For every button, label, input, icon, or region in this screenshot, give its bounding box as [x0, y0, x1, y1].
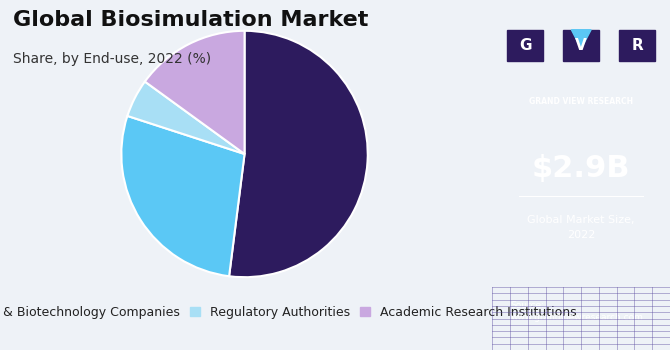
Legend: Pharmaceutical & Biotechnology Companies, CROs, Regulatory Authorities, Academic: Pharmaceutical & Biotechnology Companies… [0, 302, 580, 342]
Wedge shape [127, 82, 245, 154]
Bar [563, 30, 599, 61]
Text: Global Market Size,
2022: Global Market Size, 2022 [527, 216, 635, 239]
Text: R: R [631, 38, 643, 53]
Text: Source:
www.grandviewresearch.com: Source: www.grandviewresearch.com [511, 301, 643, 322]
Wedge shape [145, 31, 245, 154]
Wedge shape [121, 116, 245, 276]
Polygon shape [572, 30, 591, 49]
Bar [507, 30, 543, 61]
Wedge shape [229, 31, 368, 277]
Text: GRAND VIEW RESEARCH: GRAND VIEW RESEARCH [529, 97, 633, 106]
Bar [619, 30, 655, 61]
Text: G: G [519, 38, 532, 53]
Text: Global Biosimulation Market: Global Biosimulation Market [13, 10, 368, 30]
Text: $2.9B: $2.9B [532, 154, 630, 182]
Text: Share, by End-use, 2022 (%): Share, by End-use, 2022 (%) [13, 52, 212, 66]
Text: V: V [576, 38, 587, 53]
